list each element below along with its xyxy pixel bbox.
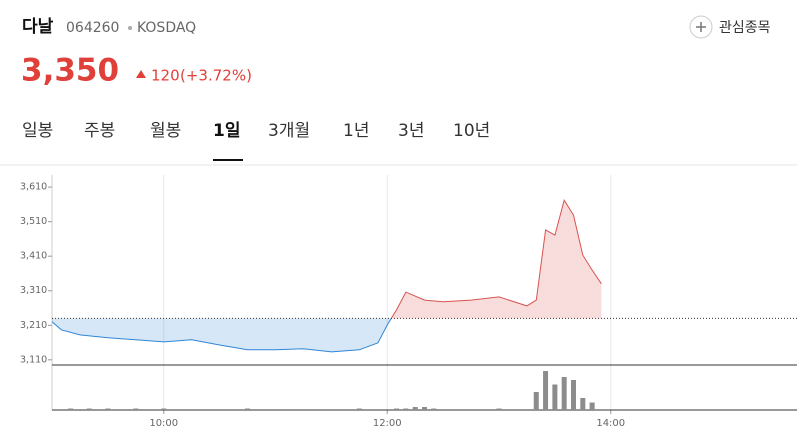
- volume-bar: [571, 380, 576, 410]
- volume-bar: [496, 408, 502, 410]
- x-tick-label: 12:00: [373, 418, 402, 429]
- change-pct: (+3.72%): [180, 67, 252, 85]
- y-tick-label: 3,410: [20, 251, 47, 262]
- volume-bar: [580, 398, 586, 410]
- volume-bar: [245, 408, 251, 410]
- y-tick-label: 3,110: [20, 354, 47, 365]
- separator-dot: [128, 26, 132, 30]
- tabs: 일봉 주봉 월봉 1일 3개월 1년 3년 10년: [22, 121, 490, 161]
- tab[interactable]: 1일: [213, 121, 240, 141]
- tab[interactable]: 일봉: [22, 121, 53, 141]
- plus-icon: [696, 22, 706, 32]
- volume-bar: [412, 407, 418, 410]
- chart: 10:00 12:00 14:00 3,110 3,210 3,310 3,410 3,510…: [20, 175, 797, 429]
- tab[interactable]: 10년: [453, 121, 490, 141]
- volume-bar: [533, 392, 539, 410]
- x-tick-label: 10:00: [149, 418, 178, 429]
- market: KOSDAQ: [137, 20, 196, 36]
- volume-bar: [68, 408, 74, 410]
- y-tick-label: 3,610: [20, 182, 47, 193]
- price: 3,350: [21, 53, 119, 89]
- tab[interactable]: 3개월: [268, 121, 310, 141]
- volume-bar: [552, 384, 558, 410]
- price-line: [51, 198, 602, 353]
- price-area: [52, 200, 602, 352]
- volume-bar: [431, 408, 437, 410]
- stock-name: 다날: [22, 17, 54, 37]
- volume-bar: [561, 377, 567, 410]
- tab[interactable]: 3년: [398, 121, 424, 141]
- watch-button[interactable]: 관심종목: [689, 15, 771, 39]
- tab[interactable]: 월봉: [150, 121, 181, 141]
- volume-bar: [394, 408, 400, 410]
- volume-bar: [589, 402, 595, 410]
- watch-label: 관심종목: [719, 20, 771, 36]
- volume-bar: [161, 408, 167, 410]
- change: 120: [151, 67, 180, 85]
- volume-bar: [133, 408, 139, 410]
- stock-code: 064260: [66, 20, 119, 36]
- up-arrow: [136, 70, 146, 78]
- volume-bar: [356, 408, 362, 410]
- volume-bar: [422, 407, 427, 410]
- y-tick-label: 3,210: [20, 320, 47, 331]
- volume-bar: [403, 408, 409, 410]
- x-tick-label: 14:00: [596, 418, 625, 429]
- volume-bar: [105, 408, 111, 410]
- tab[interactable]: 1년: [343, 121, 369, 141]
- y-tick-label: 3,510: [20, 216, 47, 227]
- volume-bar: [86, 408, 92, 410]
- tab[interactable]: 주봉: [84, 121, 115, 141]
- y-tick-label: 3,310: [20, 285, 47, 296]
- volume-bar: [543, 371, 549, 410]
